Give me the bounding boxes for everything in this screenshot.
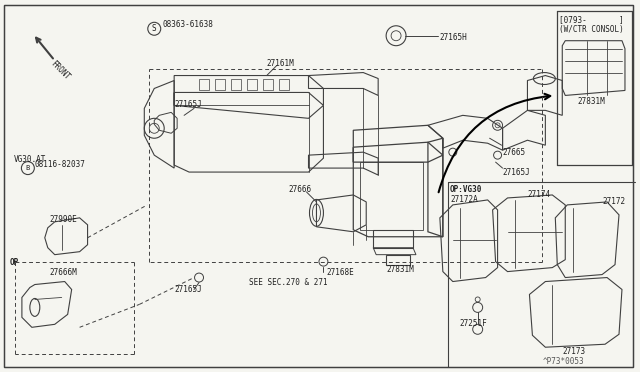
Text: ^P73*0053: ^P73*0053	[542, 357, 584, 366]
Text: 27666M: 27666M	[50, 267, 77, 277]
Text: 08363-61638: 08363-61638	[162, 20, 213, 29]
Text: 27990E: 27990E	[50, 215, 77, 224]
Text: 27165H: 27165H	[440, 33, 468, 42]
Text: 08116-82037: 08116-82037	[35, 160, 86, 169]
Text: (W/CTR CONSOL): (W/CTR CONSOL)	[559, 25, 624, 34]
Text: 27251F: 27251F	[460, 319, 488, 328]
Text: 27665: 27665	[502, 148, 525, 157]
Text: 27172A: 27172A	[451, 195, 479, 204]
Text: 27174: 27174	[527, 190, 550, 199]
Text: FRONT: FRONT	[49, 59, 72, 81]
Text: B: B	[26, 165, 30, 171]
Text: 27165J: 27165J	[174, 285, 202, 294]
FancyArrowPatch shape	[438, 94, 550, 192]
Text: VG30.AT: VG30.AT	[14, 155, 46, 164]
Text: OP:VG30: OP:VG30	[450, 185, 482, 194]
Text: OP: OP	[10, 258, 19, 267]
Text: S: S	[152, 24, 157, 33]
Text: 27165J: 27165J	[174, 100, 202, 109]
Text: 27161M: 27161M	[267, 59, 294, 68]
Text: 27831M: 27831M	[386, 264, 414, 274]
Text: 27165J: 27165J	[502, 168, 531, 177]
Text: SEE SEC.270 & 271: SEE SEC.270 & 271	[249, 278, 328, 286]
Text: 27173: 27173	[563, 347, 586, 356]
Text: 27172: 27172	[602, 197, 625, 206]
Text: 27666: 27666	[289, 185, 312, 194]
Text: [0793-       ]: [0793- ]	[559, 15, 624, 24]
Text: 27831M: 27831M	[577, 97, 605, 106]
Text: 27168E: 27168E	[326, 267, 354, 277]
